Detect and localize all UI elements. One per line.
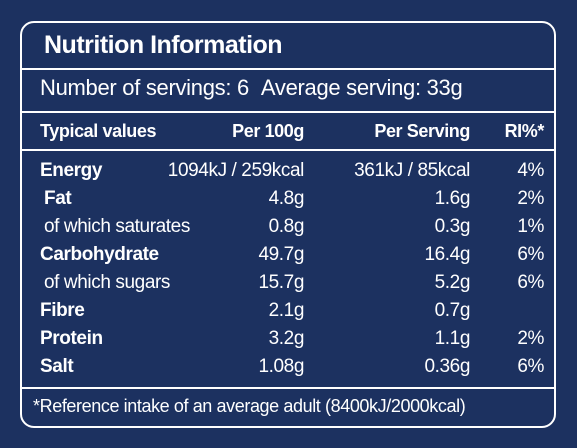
row-ri: 6% — [517, 356, 544, 377]
row-per-serving: 0.3g — [434, 216, 471, 237]
row-per-100g: 0.8g — [268, 216, 305, 237]
divider-header — [22, 149, 554, 151]
row-ri: 2% — [517, 328, 544, 349]
row-per-serving: 1.6g — [434, 188, 471, 209]
nutrition-panel: Nutrition Information Number of servings… — [20, 21, 556, 428]
row-per-serving: 0.36g — [424, 356, 470, 377]
row-label: Carbohydrate — [40, 244, 159, 265]
header-per-serving: Per Serving — [374, 121, 470, 141]
row-per-100g: 49.7g — [258, 244, 304, 265]
servings-info: Number of servings: 6 Average serving: 33… — [40, 75, 463, 101]
row-per-serving: 0.7g — [434, 300, 471, 321]
row-ri: 6% — [517, 244, 544, 265]
divider-servings — [22, 111, 554, 113]
row-per-100g: 15.7g — [258, 272, 304, 293]
reference-intake-footnote: *Reference intake of an average adult (8… — [33, 396, 466, 416]
row-per-100g: 4.8g — [268, 188, 305, 209]
row-per-100g: 1094kJ / 259kcal — [167, 160, 305, 181]
table-header: Typical values Per 100g Per Serving RI%* — [22, 117, 554, 145]
row-ri: 1% — [517, 216, 544, 237]
header-typical-values: Typical values — [40, 121, 157, 141]
row-per-serving: 5.2g — [434, 272, 471, 293]
row-per-serving: 361kJ / 85kcal — [354, 160, 470, 181]
divider-footnote — [22, 387, 554, 389]
row-label: Fibre — [40, 300, 85, 321]
average-serving: Average serving: 33g — [260, 75, 463, 100]
table-row-protein: Protein 3.2g 1.1g 2% — [22, 325, 554, 353]
table-row-fibre: Fibre 2.1g 0.7g — [22, 297, 554, 325]
table-row-carbohydrate: Carbohydrate 49.7g 16.4g 6% — [22, 241, 554, 269]
row-per-serving: 1.1g — [434, 328, 471, 349]
row-ri: 2% — [517, 188, 544, 209]
row-per-100g: 2.1g — [268, 300, 305, 321]
servings-count: Number of servings: 6 — [40, 75, 249, 100]
row-per-100g: 3.2g — [268, 328, 305, 349]
table-row-salt: Salt 1.08g 0.36g 6% — [22, 353, 554, 381]
row-ri: 6% — [517, 272, 544, 293]
row-label: Protein — [40, 328, 103, 349]
row-label: Energy — [40, 160, 103, 181]
header-ri: RI%* — [504, 121, 545, 141]
row-per-serving: 16.4g — [424, 244, 470, 265]
table-row-energy: Energy 1094kJ / 259kcal 361kJ / 85kcal 4… — [22, 157, 554, 185]
row-label: Salt — [40, 356, 74, 377]
table-row-sugars: of which sugars 15.7g 5.2g 6% — [22, 269, 554, 297]
panel-title: Nutrition Information — [44, 31, 283, 59]
row-label: of which saturates — [44, 216, 190, 237]
divider-title — [22, 68, 554, 70]
row-per-100g: 1.08g — [258, 356, 304, 377]
header-per-100g: Per 100g — [232, 121, 304, 141]
row-label: of which sugars — [44, 272, 171, 293]
row-label: Fat — [44, 188, 72, 209]
table-row-fat: Fat 4.8g 1.6g 2% — [22, 185, 554, 213]
row-ri: 4% — [517, 160, 544, 181]
table-row-saturates: of which saturates 0.8g 0.3g 1% — [22, 213, 554, 241]
